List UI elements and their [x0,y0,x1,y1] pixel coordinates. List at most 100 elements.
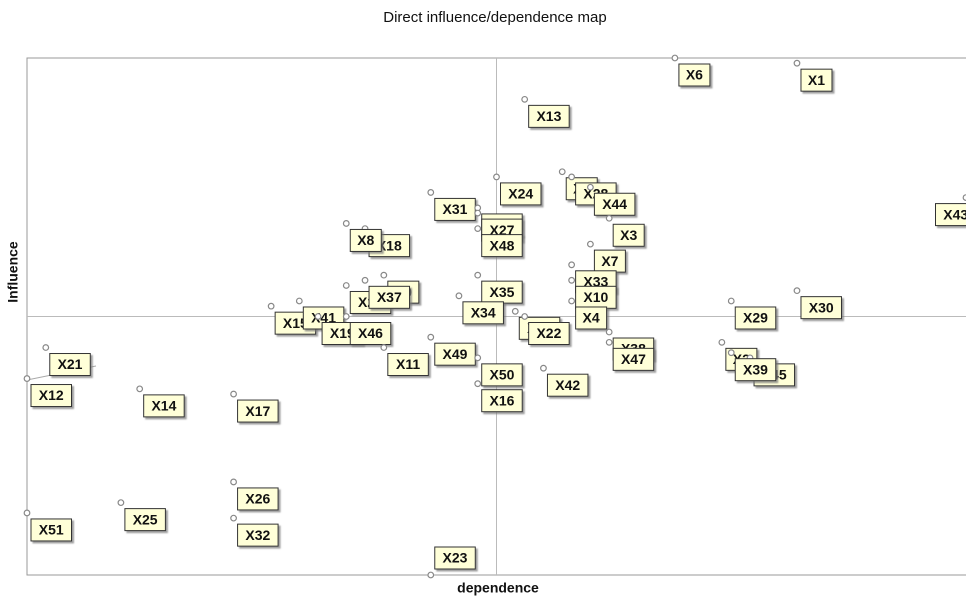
point [475,355,481,361]
point-label: X10 [576,286,617,308]
point-label: X22 [529,323,570,345]
label-text: X13 [536,108,561,124]
point-label: X47 [613,348,654,370]
label-text: X39 [743,361,768,377]
label-text: X26 [245,491,270,507]
label-text: X21 [58,356,83,372]
label-text: X43 [943,206,966,222]
point [268,303,274,309]
point [428,572,434,578]
point [494,174,500,180]
point-label: X34 [463,302,504,324]
point [362,278,368,284]
point-label: X12 [31,385,72,407]
point-label: X26 [238,488,279,510]
point [606,215,612,221]
point-label: X42 [547,374,588,396]
point-label: X51 [31,519,72,541]
point [728,350,734,356]
label-text: X48 [490,237,515,253]
label-text: X22 [536,325,561,341]
label-text: X12 [39,387,64,403]
label-text: X34 [471,305,496,321]
point [569,174,575,180]
label-text: X6 [686,67,703,83]
label-text: X17 [245,403,270,419]
label-text: X14 [151,398,176,414]
label-text: X49 [443,346,468,362]
y-axis-label: Influence [5,241,21,303]
label-text: X44 [602,196,627,212]
point [456,293,462,299]
point-label: X6 [679,64,710,86]
label-text: X42 [555,377,580,393]
label-text: X50 [490,367,515,383]
point [231,391,237,397]
point [512,309,518,315]
point-label: X43 [936,204,966,226]
label-text: X37 [377,289,402,305]
point-label: X46 [350,323,391,345]
point-label: X32 [238,524,279,546]
point-label: X48 [482,235,522,257]
point-label: X30 [801,297,842,319]
x-axis-label: dependence [457,580,539,596]
point [719,340,725,346]
chart-title: Direct influence/dependence map [383,9,606,26]
point [672,55,678,61]
point-label: X1 [801,69,832,91]
point [475,272,481,278]
point-label: X29 [735,307,776,329]
point-label: X50 [482,364,522,386]
point [428,190,434,196]
point-label: X11 [388,354,429,376]
label-text: X24 [508,186,533,202]
point [231,479,237,485]
point [475,381,481,387]
label-text: X51 [39,522,64,538]
point [24,510,30,516]
label-text: X32 [245,527,270,543]
label-text: X47 [621,351,646,367]
label-text: X31 [443,201,468,217]
point [794,60,800,66]
point [569,262,575,268]
label-text: X10 [583,289,608,305]
point [475,210,481,216]
point-label: X49 [435,343,476,365]
point [569,278,575,284]
point [541,365,547,371]
point [559,169,565,175]
label-text: X30 [809,299,834,315]
point [728,298,734,304]
point-label: X3 [613,224,644,246]
point [606,329,612,335]
point-label: X31 [435,198,476,220]
point [794,288,800,294]
point-label: X44 [594,193,635,215]
chart: Direct influence/dependence map dependen… [0,0,966,599]
point-label: X4 [576,307,607,329]
label-text: X8 [357,232,374,248]
label-text: X46 [358,325,383,341]
label-text: X35 [490,284,515,300]
point [315,314,321,320]
point [381,345,387,351]
point-label: X7 [594,250,625,272]
point [588,241,594,247]
point-label: X25 [125,509,165,531]
label-text: X3 [620,227,637,243]
point-label: X37 [369,286,410,308]
point [475,226,481,232]
point [606,340,612,346]
point [381,272,387,278]
point-label: X8 [350,229,381,251]
point-label: X35 [482,281,522,303]
label-text: X16 [490,392,515,408]
label-text: X1 [808,72,825,88]
point-label: X24 [501,183,542,205]
point [343,283,349,289]
point-label: X21 [50,354,91,376]
point [569,298,575,304]
point [118,500,124,506]
